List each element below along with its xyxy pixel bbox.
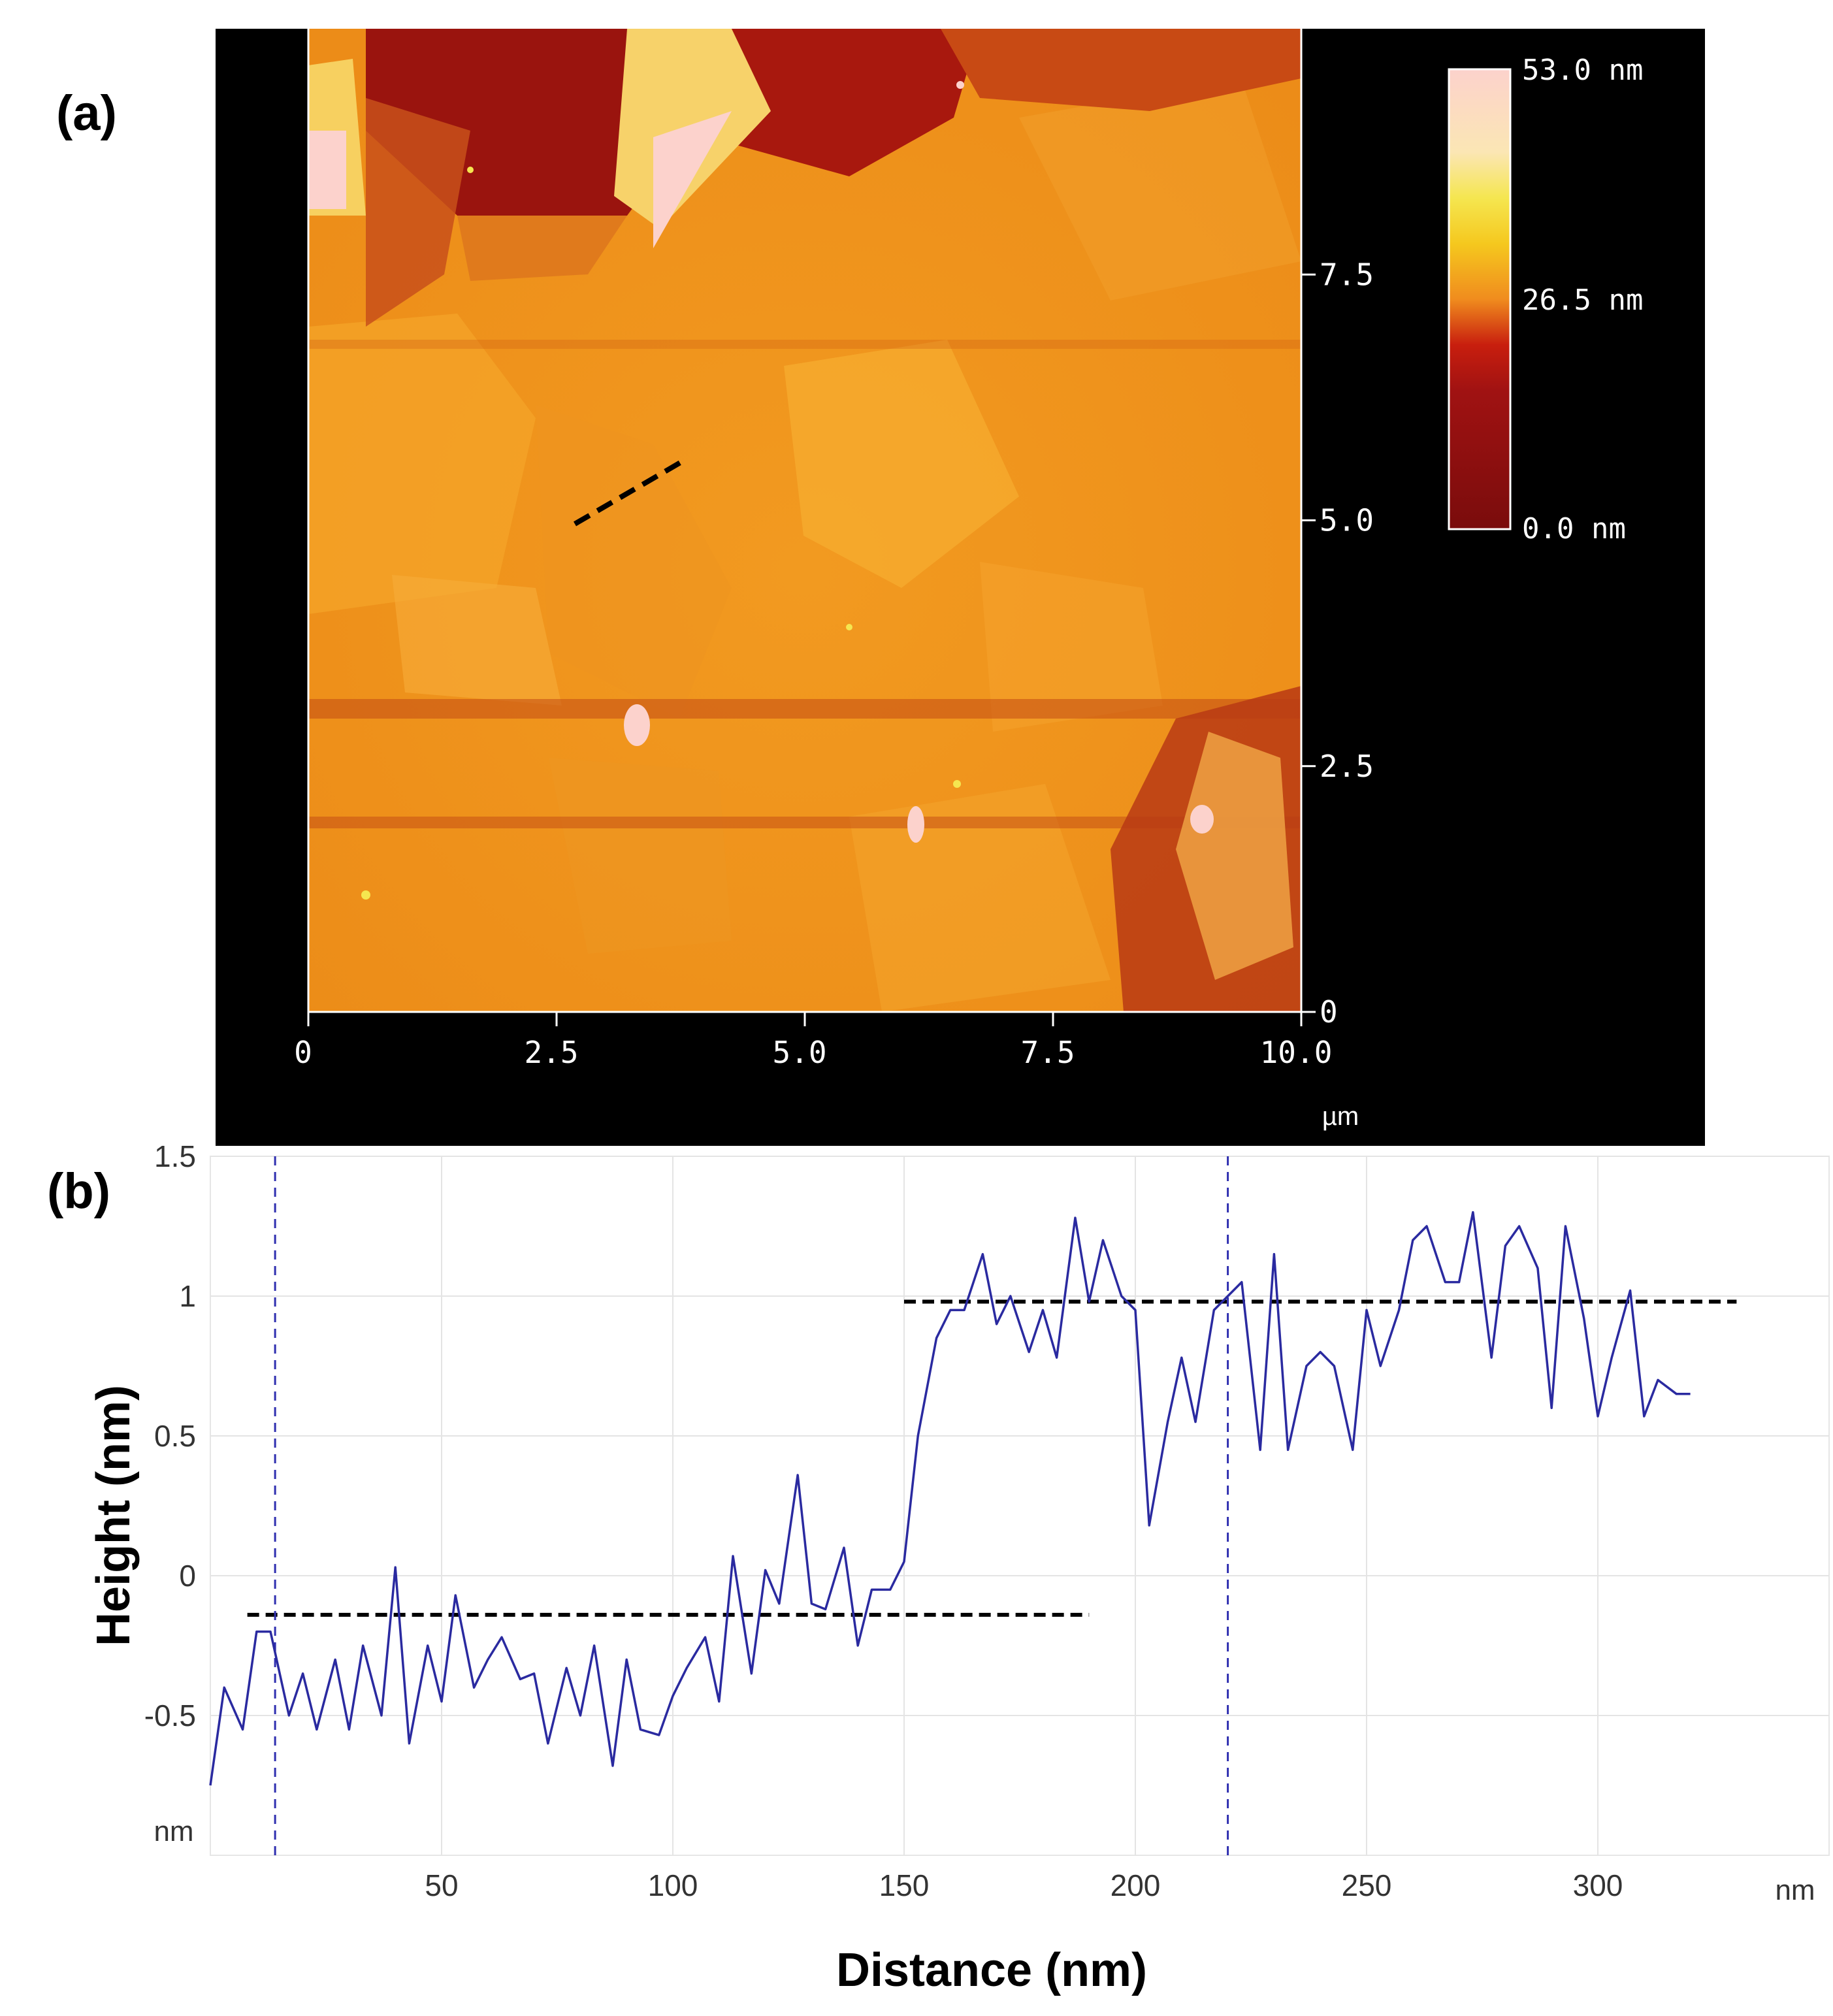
x-tick-label: 300: [1573, 1868, 1623, 1902]
x-tick-label: 100: [648, 1868, 698, 1902]
reference-lines: [247, 1299, 1737, 1617]
afm-y-tick-label: 5.0: [1320, 503, 1374, 538]
afm-x-tick-label: 10.0: [1260, 1035, 1333, 1070]
y-tick-label: 0.5: [154, 1419, 196, 1453]
x-tick-label: 250: [1342, 1868, 1392, 1902]
afm-y-tick-label: 0: [1320, 994, 1338, 1030]
afm-y-tick-label: 2.5: [1320, 749, 1374, 784]
afm-x-tick-label: 2.5: [524, 1035, 578, 1070]
x-tick-label: 50: [425, 1868, 458, 1902]
y-axis-title: Height (nm): [88, 1385, 140, 1646]
afm-image-panel: 0 2.5 5.0 7.5 10.0 0 2.5 5.0 7.5 µm 53.0 nm 26.…: [216, 29, 1705, 1146]
x-tick-label: 200: [1111, 1868, 1161, 1902]
afm-x-tick-label: 7.5: [1020, 1035, 1075, 1070]
colorbar-mid-label: 26.5 nm: [1522, 284, 1643, 317]
colorbar-max-label: 53.0 nm: [1522, 54, 1643, 87]
colorbar-min-label: 0.0 nm: [1522, 512, 1626, 545]
afm-y-axis: 0 2.5 5.0 7.5: [1301, 257, 1374, 1030]
afm-x-axis: 0 2.5 5.0 7.5 10.0: [294, 1012, 1332, 1070]
afm-x-tick-label: 0: [294, 1035, 312, 1070]
afm-topography-image: [308, 29, 1301, 1012]
scan-line-marker: [573, 459, 685, 527]
panel-a-label: (a): [56, 86, 117, 141]
x-axis: 50 100 150 200 250 300: [425, 1868, 1623, 1902]
panel-b-label: (b): [47, 1163, 111, 1219]
x-tick-label: 150: [879, 1868, 930, 1902]
y-unit-label: nm: [154, 1815, 193, 1847]
y-tick-label: -0.5: [144, 1699, 196, 1732]
series: [209, 1211, 1691, 1786]
x-unit-label: nm: [1775, 1874, 1815, 1906]
afm-y-tick-label: 7.5: [1320, 257, 1374, 292]
y-tick-label: 0: [179, 1559, 196, 1593]
cursor-markers: [274, 1156, 1229, 1855]
afm-x-tick-label: 5.0: [772, 1035, 826, 1070]
y-axis: 1.5 1 0.5 0 -0.5: [144, 1139, 196, 1732]
x-axis-title: Distance (nm): [836, 1944, 1147, 1996]
plot-area: [210, 1156, 1830, 1856]
y-tick-label: 1: [179, 1279, 196, 1313]
colorbar: [1448, 68, 1512, 530]
afm-unit-label: µm: [1322, 1102, 1359, 1131]
y-tick-label: 1.5: [154, 1139, 196, 1173]
